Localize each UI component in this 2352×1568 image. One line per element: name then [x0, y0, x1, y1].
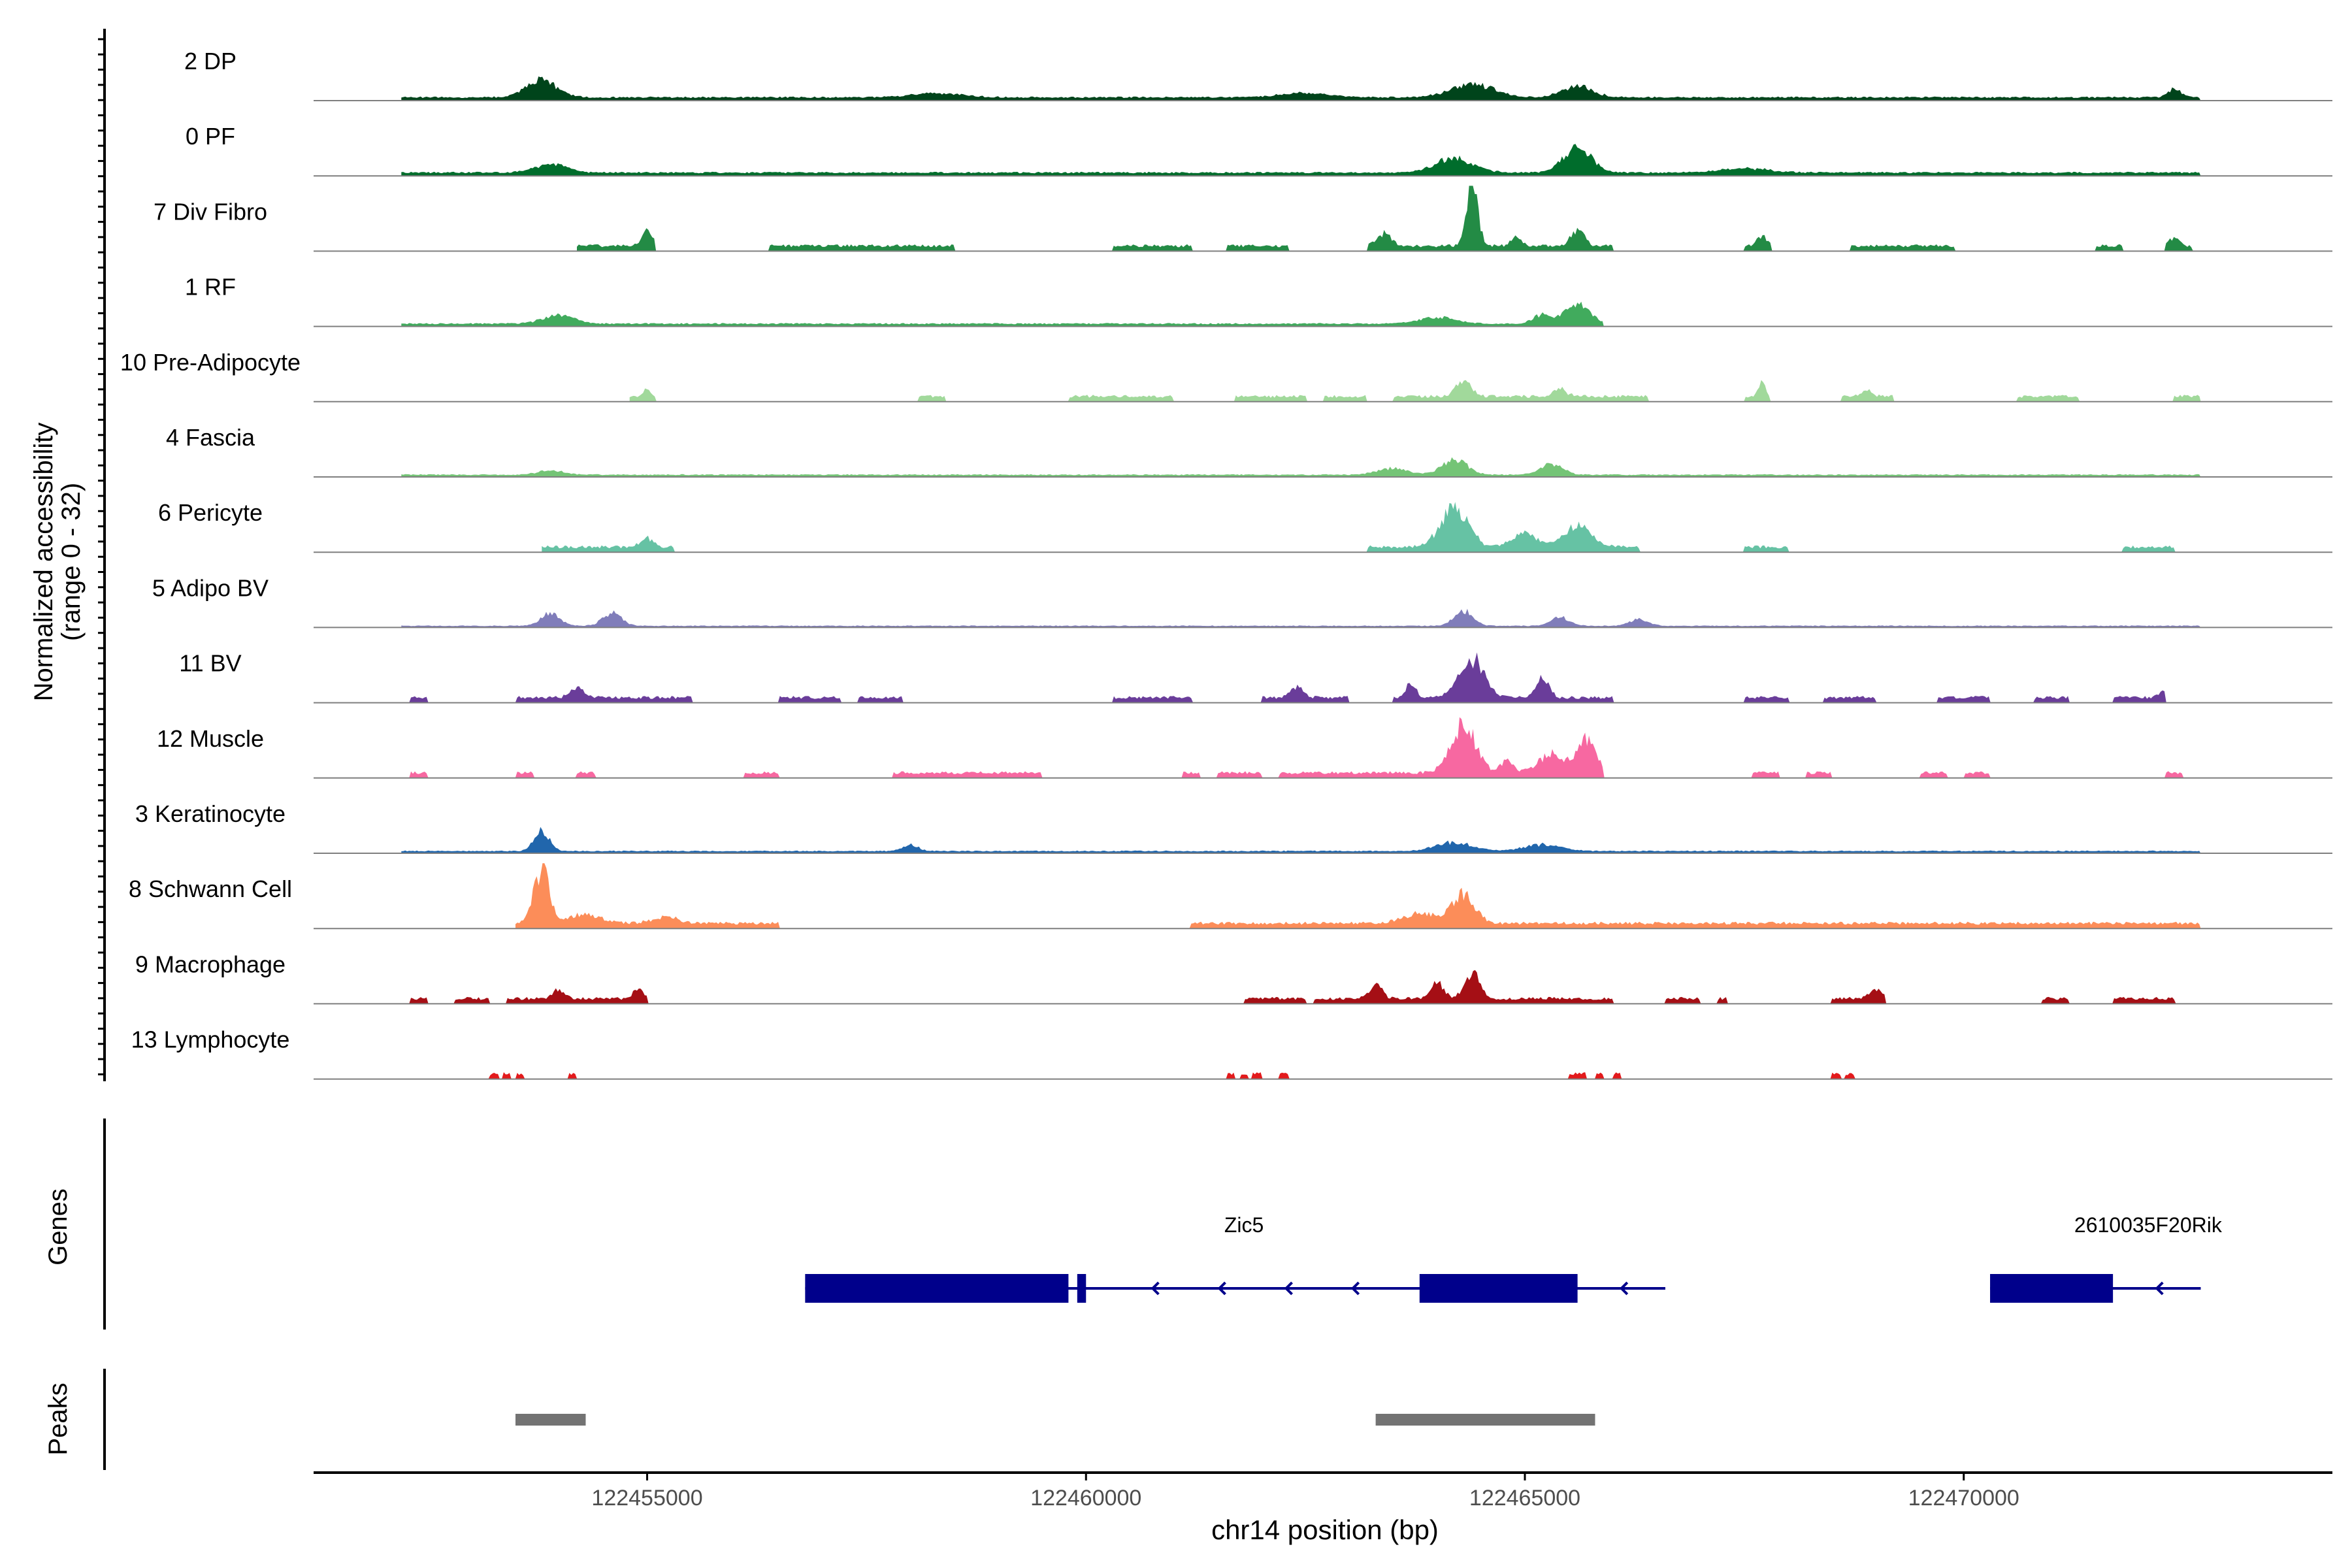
gene-model: Zic5 — [805, 1213, 1665, 1303]
coverage-area — [542, 502, 2201, 553]
coverage-area — [401, 652, 2201, 703]
gene-label: 2610035F20Rik — [2074, 1213, 2223, 1237]
coverage-track: 5 Adipo BV — [152, 574, 2332, 629]
coverage-area — [401, 76, 2201, 101]
gene-annotation-panel: Zic5 2610035F20Rik — [103, 1119, 2223, 1330]
peak-region-panel — [103, 1369, 1595, 1470]
track-label: 9 Macrophage — [135, 951, 286, 977]
coverage-track: 13 Lymphocyte — [131, 1026, 2332, 1080]
coverage-area — [401, 457, 2201, 477]
track-label: 3 Keratinocyte — [135, 800, 286, 827]
coverage-track: 0 PF — [186, 123, 2332, 177]
coverage-track: 9 Macrophage — [135, 951, 2332, 1005]
track-label: 7 Div Fibro — [154, 198, 267, 225]
gene-model: 2610035F20Rik — [1990, 1213, 2223, 1303]
coverage-track: 12 Muscle — [157, 717, 2332, 779]
coverage-track: 6 Pericyte — [158, 499, 2332, 553]
y-axis-subtitle: (range 0 - 32) — [57, 483, 86, 641]
exon-block — [1077, 1274, 1086, 1303]
track-label: 10 Pre-Adipocyte — [120, 349, 301, 376]
coverage-area — [401, 717, 2201, 778]
track-label: 6 Pericyte — [158, 499, 263, 526]
strand-arrow — [1350, 1281, 1360, 1296]
genes-panel-title: Genes — [44, 1188, 73, 1266]
coverage-track: 7 Div Fibro — [154, 186, 2332, 252]
track-label: 12 Muscle — [157, 725, 264, 752]
x-axis-title: chr14 position (bp) — [1211, 1514, 1439, 1545]
track-label: 2 DP — [184, 48, 237, 74]
coverage-area — [401, 608, 2201, 628]
peak-region — [515, 1414, 586, 1426]
coverage-track: 8 Schwann Cell — [129, 863, 2332, 930]
coverage-track: 1 RF — [185, 274, 2332, 327]
coverage-track: 3 Keratinocyte — [135, 800, 2332, 854]
x-tick-label: 122470000 — [1908, 1486, 2019, 1511]
strand-arrow — [1284, 1281, 1293, 1296]
x-tick-label: 122465000 — [1469, 1486, 1580, 1511]
coverage-area — [401, 970, 2201, 1004]
exon-block — [1419, 1274, 1578, 1303]
coverage-track: 11 BV — [179, 650, 2332, 704]
track-label: 4 Fascia — [166, 424, 255, 451]
coverage-area — [629, 380, 2201, 402]
track-label: 11 BV — [179, 650, 241, 677]
coverage-area — [401, 301, 1604, 327]
peaks-panel-title: Peaks — [44, 1382, 73, 1455]
strand-arrow — [1151, 1281, 1160, 1296]
coverage-area — [401, 144, 2201, 176]
strand-arrow — [1619, 1281, 1629, 1296]
exon-block — [805, 1274, 1069, 1303]
x-tick-label: 122460000 — [1030, 1486, 1141, 1511]
coverage-track: 10 Pre-Adipocyte — [120, 349, 2332, 402]
gene-label: Zic5 — [1224, 1213, 1264, 1237]
y-axis-title: Normalized accessibility — [29, 423, 58, 702]
track-label: 5 Adipo BV — [152, 574, 269, 601]
coverage-track: 2 DP — [184, 48, 2332, 101]
track-label: 8 Schwann Cell — [129, 875, 292, 902]
coverage-track: 4 Fascia — [166, 424, 2332, 478]
coverage-area — [515, 863, 2201, 929]
track-label: 0 PF — [186, 123, 235, 150]
track-label: 1 RF — [185, 274, 236, 301]
x-axis: 122455000 122460000 122465000 122470000 — [314, 1471, 2332, 1511]
track-label: 13 Lymphocyte — [131, 1026, 290, 1053]
coverage-tracks: 2 DP 0 PF 7 Div Fibro 1 RF 10 Pre-Adipocyte 4… — [98, 29, 2332, 1081]
coverage-area — [401, 826, 2201, 853]
peak-region — [1375, 1414, 1595, 1426]
strand-arrow — [2155, 1281, 2164, 1296]
strand-arrow — [1217, 1281, 1226, 1296]
x-tick-label: 122455000 — [591, 1486, 702, 1511]
coverage-area — [577, 186, 2201, 252]
coverage-area — [401, 1072, 2201, 1079]
exon-block — [1990, 1274, 2114, 1303]
